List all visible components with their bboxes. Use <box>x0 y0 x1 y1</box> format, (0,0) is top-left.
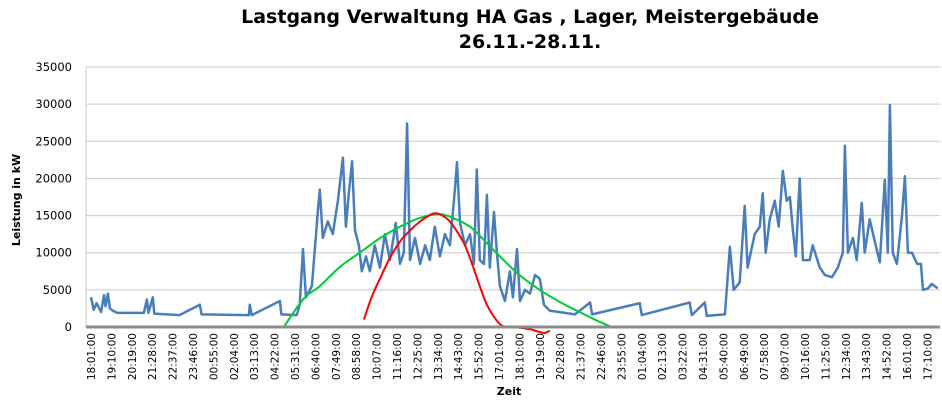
x-tick-label: 13:34:00 <box>433 333 445 380</box>
x-tick-label: 05:31:00 <box>290 333 302 380</box>
chart-subtitle: 26.11.-28.11. <box>458 31 602 53</box>
x-tick-label: 03:13:00 <box>249 333 261 380</box>
x-tick-label: 20:19:00 <box>127 333 139 380</box>
x-tick-label: 11:25:00 <box>820 333 832 380</box>
y-axis-label: Leistung in kW <box>10 154 23 246</box>
x-tick-label: 17:01:00 <box>494 333 506 380</box>
x-tick-label: 21:37:00 <box>576 333 588 380</box>
x-tick-label: 04:31:00 <box>698 333 710 380</box>
x-tick-label: 02:04:00 <box>229 333 241 380</box>
y-tick-labels: 0 5000 10000 15000 20000 25000 30000 35000 <box>35 60 72 334</box>
x-tick-label: 21:28:00 <box>147 333 159 380</box>
x-tick-label: 16:01:00 <box>902 333 914 380</box>
y-tick-label: 0 <box>65 320 72 334</box>
x-tick-label: 05:40:00 <box>718 333 730 380</box>
x-tick-label: 23:55:00 <box>616 333 628 380</box>
series-line <box>282 213 613 328</box>
x-tick-label: 11:16:00 <box>392 333 404 380</box>
x-tick-label: 18:10:00 <box>514 333 526 380</box>
x-tick-label: 12:34:00 <box>841 333 853 380</box>
y-tick-label: 35000 <box>35 60 72 74</box>
x-tick-label: 15:52:00 <box>474 333 486 380</box>
x-tick-label: 04:22:00 <box>270 333 282 380</box>
series-0 <box>89 103 939 318</box>
x-tick-label: 00:55:00 <box>208 333 220 380</box>
y-tick-label: 25000 <box>35 134 72 148</box>
x-tick-label: 17:10:00 <box>922 333 934 380</box>
x-axis-label: Zeit <box>497 385 521 398</box>
x-tick-label: 02:13:00 <box>657 333 669 380</box>
y-tick-label: 5000 <box>43 283 72 297</box>
x-tick-label: 01:04:00 <box>637 333 649 380</box>
x-tick-label: 06:49:00 <box>739 333 751 380</box>
x-tick-label: 19:19:00 <box>535 333 547 380</box>
x-tick-label: 20:28:00 <box>555 333 567 380</box>
x-tick-label: 09:07:00 <box>780 333 792 380</box>
x-tick-label: 22:37:00 <box>168 333 180 380</box>
series-line <box>89 103 939 318</box>
x-tick-label: 07:49:00 <box>331 333 343 380</box>
x-tick-label: 13:43:00 <box>861 333 873 380</box>
x-tick-label: 03:22:00 <box>678 333 690 380</box>
x-tick-label: 06:40:00 <box>310 333 322 380</box>
y-tick-label: 30000 <box>35 97 72 111</box>
y-tick-label: 20000 <box>35 171 72 185</box>
y-tick-label: 15000 <box>35 209 72 223</box>
x-tick-label: 22:46:00 <box>596 333 608 380</box>
x-tick-label: 18:01:00 <box>86 333 98 380</box>
x-tick-label: 12:25:00 <box>412 333 424 380</box>
x-tick-label: 19:10:00 <box>106 333 118 380</box>
x-tick-label: 10:16:00 <box>800 333 812 380</box>
x-tick-label: 10:07:00 <box>372 333 384 380</box>
y-tick-label: 10000 <box>35 246 72 260</box>
x-tick-label: 14:43:00 <box>453 333 465 380</box>
x-tick-label: 08:58:00 <box>351 333 363 380</box>
x-tick-label: 07:58:00 <box>759 333 771 380</box>
series-1 <box>282 213 613 328</box>
chart-title: Lastgang Verwaltung HA Gas , Lager, Meis… <box>241 6 819 28</box>
series-lines <box>89 103 939 335</box>
x-tick-label: 23:46:00 <box>188 333 200 380</box>
x-tick-label: 14:52:00 <box>882 333 894 380</box>
x-tick-labels: 18:01:00 19:10:00 20:19:00 21:28:00 22:37:00… <box>86 333 934 380</box>
